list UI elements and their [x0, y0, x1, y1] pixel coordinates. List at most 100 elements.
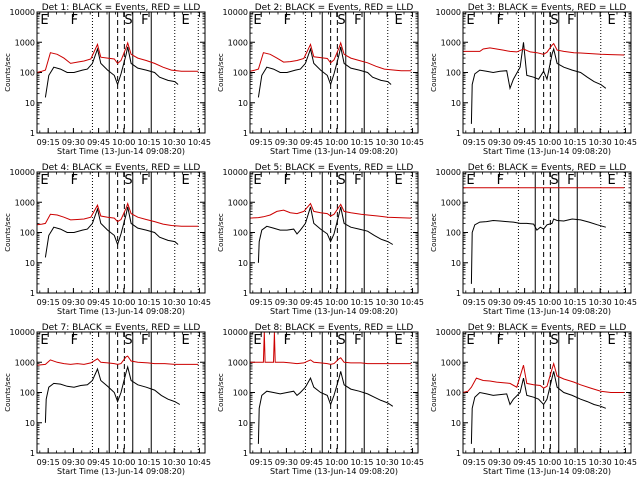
x-tick-label: 10:30 — [589, 298, 612, 307]
region-label: F — [284, 173, 291, 188]
x-tick-label: 10:45 — [401, 298, 424, 307]
region-label: S — [124, 173, 132, 188]
x-tick-label: 10:45 — [188, 138, 211, 147]
x-tick-label: 10:30 — [163, 298, 186, 307]
region-label: S — [550, 333, 558, 348]
series-events — [470, 42, 607, 124]
x-tick-label: 09:15 — [250, 298, 273, 307]
x-tick-label: 10:45 — [401, 138, 424, 147]
series-lld — [463, 42, 625, 56]
x-axis-label: Start Time (13-Jun-14 09:08:20) — [270, 467, 398, 476]
y-tick-label: 10 — [25, 259, 35, 268]
x-tick-label: 09:15 — [463, 138, 486, 147]
x-tick-label: 09:30 — [488, 138, 511, 147]
x-axis-label: Start Time (13-Jun-14 09:08:20) — [483, 307, 611, 316]
region-label: E — [394, 333, 402, 348]
region-label: E — [253, 333, 261, 348]
x-tick-label: 10:45 — [401, 458, 424, 467]
panel-title: Det 6: BLACK = Events, RED = LLD — [468, 163, 627, 173]
panel-title: Det 2: BLACK = Events, RED = LLD — [255, 3, 414, 13]
x-tick-label: 09:30 — [275, 298, 298, 307]
region-label: E — [466, 13, 474, 28]
region-label: S — [124, 333, 132, 348]
x-tick-label: 10:30 — [163, 458, 186, 467]
y-tick-label: 100 — [233, 229, 248, 238]
x-axis-label: Start Time (13-Jun-14 09:08:20) — [57, 467, 185, 476]
series-events — [257, 206, 394, 263]
region-label: E — [253, 173, 261, 188]
series-lld — [36, 41, 199, 73]
y-tick-label: 100 — [20, 229, 35, 238]
x-tick-label: 09:15 — [37, 298, 60, 307]
y-tick-label: 1 — [456, 289, 461, 298]
region-label: E — [40, 333, 48, 348]
x-tick-label: 09:45 — [87, 458, 110, 467]
x-tick-label: 09:45 — [513, 298, 536, 307]
region-label: F — [141, 173, 148, 188]
y-tick-label: 1000 — [228, 358, 248, 367]
y-tick-label: 100 — [446, 389, 461, 398]
panel-title: Det 4: BLACK = Events, RED = LLD — [42, 163, 201, 173]
panel-det-3: Det 3: BLACK = Events, RED = LLD 1 10 100 10… — [430, 3, 637, 156]
series-lld — [36, 355, 199, 366]
x-axis-label: Start Time (13-Jun-14 09:08:20) — [57, 147, 185, 156]
series-lld — [249, 41, 412, 72]
region-label: S — [550, 173, 558, 188]
region-label: F — [284, 333, 291, 348]
region-label: E — [394, 173, 402, 188]
x-tick-label: 09:15 — [250, 138, 273, 147]
x-axis-label: Start Time (13-Jun-14 09:08:20) — [270, 147, 398, 156]
y-tick-label: 10 — [451, 259, 461, 268]
region-label: F — [567, 173, 574, 188]
region-label: S — [124, 13, 132, 28]
y-tick-label: 1000 — [441, 358, 461, 367]
plot-frame — [36, 171, 206, 294]
panel-title: Det 8: BLACK = Events, RED = LLD — [255, 323, 414, 333]
y-tick-label: 1000 — [15, 198, 35, 207]
panel-det-2: Det 2: BLACK = Events, RED = LLD 1 10 100 10… — [217, 3, 424, 156]
series-events — [257, 46, 392, 98]
series-events — [257, 371, 394, 444]
y-axis-label: Counts/sec — [217, 213, 225, 252]
y-tick-label: 100 — [20, 69, 35, 78]
region-label: F — [354, 13, 361, 28]
y-tick-label: 1 — [243, 449, 248, 458]
region-label: E — [181, 173, 189, 188]
series-lld — [250, 331, 412, 365]
x-tick-label: 10:00 — [325, 298, 348, 307]
y-tick-label: 10 — [238, 99, 248, 108]
y-axis-label: Counts/sec — [217, 373, 225, 412]
plot-frame — [36, 331, 206, 454]
plot-frame — [462, 11, 632, 134]
plot-frame — [462, 331, 632, 454]
y-tick-label: 10 — [25, 99, 35, 108]
x-tick-label: 10:00 — [538, 458, 561, 467]
y-tick-label: 10000 — [223, 8, 248, 17]
x-tick-label: 10:45 — [188, 298, 211, 307]
x-tick-label: 10:15 — [563, 458, 586, 467]
y-tick-label: 1 — [30, 289, 35, 298]
region-label: F — [497, 333, 504, 348]
panel-det-8: Det 8: BLACK = Events, RED = LLD 1 10 100 10… — [217, 323, 424, 476]
panel-det-1: Det 1: BLACK = Events, RED = LLD 1 10 100 10… — [4, 3, 211, 156]
y-tick-label: 10 — [25, 419, 35, 428]
y-tick-label: 100 — [446, 229, 461, 238]
x-tick-label: 09:15 — [37, 138, 60, 147]
series-lld — [249, 202, 412, 219]
x-tick-label: 10:00 — [538, 298, 561, 307]
panel-title: Det 5: BLACK = Events, RED = LLD — [255, 163, 414, 173]
region-label: F — [567, 13, 574, 28]
y-axis-label: Counts/sec — [4, 373, 12, 412]
x-tick-label: 10:15 — [350, 138, 373, 147]
y-tick-label: 10 — [451, 419, 461, 428]
series-events — [470, 371, 606, 444]
y-tick-label: 10000 — [10, 328, 35, 337]
y-tick-label: 1 — [456, 129, 461, 138]
y-tick-label: 1000 — [15, 38, 35, 47]
x-tick-label: 10:15 — [350, 458, 373, 467]
series-lld — [462, 361, 625, 393]
region-label: E — [607, 173, 615, 188]
y-axis-label: Counts/sec — [430, 53, 438, 92]
panel-det-7: Det 7: BLACK = Events, RED = LLD 1 10 100 10… — [4, 323, 211, 476]
